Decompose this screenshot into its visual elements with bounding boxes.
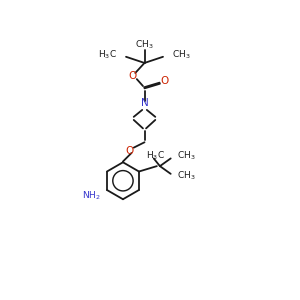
Text: O: O <box>129 71 137 81</box>
Text: CH$_3$: CH$_3$ <box>135 38 154 51</box>
Text: O: O <box>126 146 134 156</box>
Text: CH$_3$: CH$_3$ <box>177 169 196 182</box>
Text: O: O <box>160 76 169 86</box>
Text: CH$_3$: CH$_3$ <box>177 149 196 162</box>
Text: H$_3$C: H$_3$C <box>146 149 165 162</box>
Text: NH$_2$: NH$_2$ <box>82 189 101 202</box>
Text: H$_3$C: H$_3$C <box>98 48 117 61</box>
Text: N: N <box>141 98 148 108</box>
Text: CH$_3$: CH$_3$ <box>172 48 191 61</box>
